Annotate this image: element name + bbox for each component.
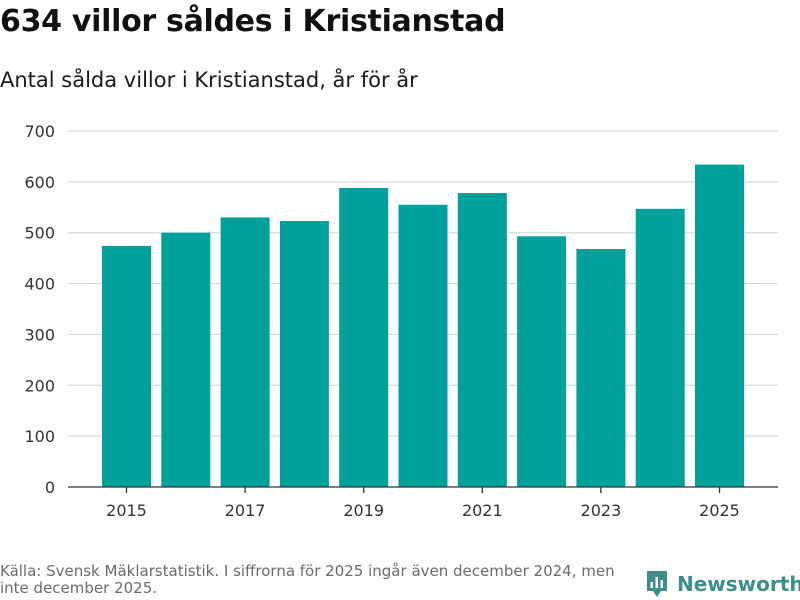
- bar-chart: 0 100 200 300 400 500 600 700 2015 2017 2019 2021 20…: [24, 122, 778, 520]
- y-tick-label: 500: [24, 224, 55, 243]
- bar-2025: [695, 164, 744, 487]
- chart-subtitle: Antal sålda villor i Kristianstad, år fö…: [0, 68, 418, 92]
- bar-2023: [576, 248, 626, 487]
- source-note: Källa: Svensk Mäklarstatistik. I siffror…: [0, 562, 615, 597]
- axes: 0 100 200 300 400 500 600 700 2015 2017 2019 2021 20…: [24, 122, 778, 520]
- chart-title: 634 villor såldes i Kristianstad: [0, 4, 506, 39]
- x-tick-label: 2023: [581, 501, 622, 520]
- bar-2018: [279, 221, 329, 487]
- y-tick-label: 300: [24, 325, 55, 344]
- bar-2019: [339, 187, 389, 487]
- y-tick-label: 0: [45, 478, 55, 497]
- y-tick-label: 200: [24, 376, 55, 395]
- bar-2015: [102, 245, 151, 487]
- bar-2021: [457, 193, 507, 487]
- newsworthy-logo-icon: [647, 571, 667, 597]
- y-tick-label: 700: [24, 122, 55, 141]
- x-tick-label: 2019: [343, 501, 384, 520]
- bar-2022: [517, 236, 567, 487]
- y-tick-label: 400: [24, 275, 55, 294]
- x-tick-label: 2025: [699, 501, 740, 520]
- brand-logo: Newsworthy: [645, 569, 800, 599]
- bars: [102, 164, 744, 487]
- x-tick-label: 2021: [462, 501, 503, 520]
- y-tick-label: 600: [24, 173, 55, 192]
- bar-2016: [161, 232, 211, 487]
- x-tick-label: 2017: [225, 501, 266, 520]
- y-tick-label: 100: [24, 427, 55, 446]
- bar-2024: [635, 208, 685, 487]
- bar-2020: [398, 204, 448, 487]
- brand-name: Newsworthy: [677, 572, 800, 596]
- x-tick-label: 2015: [106, 501, 147, 520]
- bar-2017: [220, 217, 270, 487]
